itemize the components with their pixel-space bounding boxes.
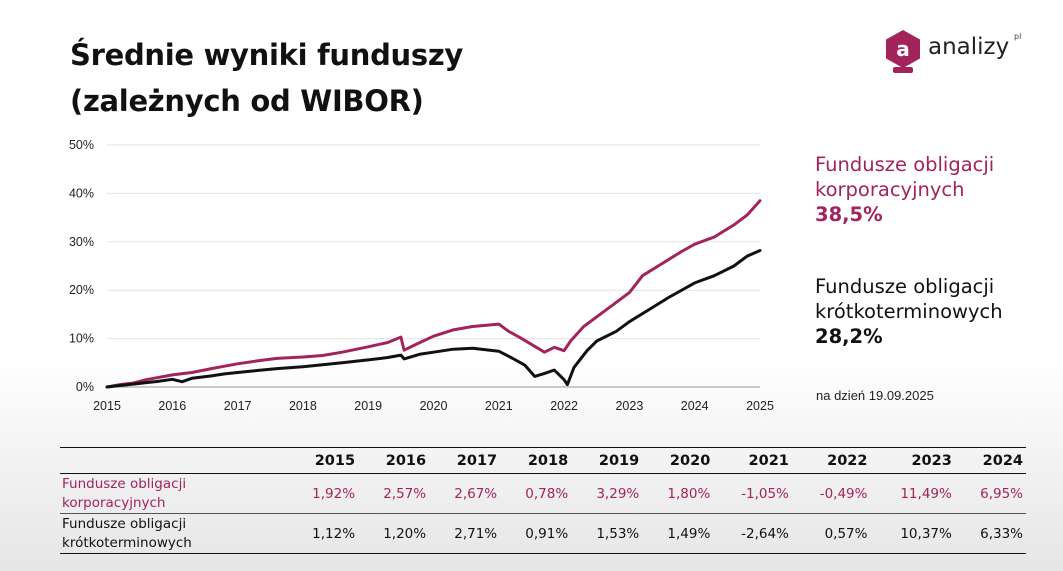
y-tick-label: 0% xyxy=(76,380,94,394)
legend-corporate-name-1: Fundusze obligacji xyxy=(815,153,995,176)
x-tick-label: 2018 xyxy=(289,399,317,413)
table-cell: 1,12% xyxy=(287,513,359,554)
y-tick-label: 40% xyxy=(69,186,94,200)
y-tick-label: 50% xyxy=(69,138,94,152)
table-cell: 6,33% xyxy=(954,513,1026,554)
x-tick-label: 2025 xyxy=(746,399,774,413)
legend-short-term-value: 28,2% xyxy=(815,325,883,348)
row-label-line: krótkoterminowych xyxy=(62,534,192,551)
table-row: Fundusze obligacji korporacyjnych 1,92% … xyxy=(60,473,1026,514)
logo-superscript: pl xyxy=(1014,32,1022,41)
legend-short-term-name-1: Fundusze obligacji xyxy=(815,275,995,298)
y-tick-label: 30% xyxy=(69,235,94,249)
table-header-cell: 2022 xyxy=(791,447,871,474)
row-label-line: Fundusze obligacji xyxy=(62,515,187,532)
x-tick-label: 2019 xyxy=(354,399,382,413)
logo-text: analizy xyxy=(928,34,1010,60)
table-cell: -1,05% xyxy=(713,473,792,514)
table-cell: 1,49% xyxy=(642,513,714,554)
table-cell: 0,78% xyxy=(500,473,572,514)
table-cell: 2,67% xyxy=(429,473,501,514)
legend-corporate-name-2: korporacyjnych xyxy=(815,178,965,201)
table-header-cell: 2015 xyxy=(287,447,359,474)
table-row: Fundusze obligacji krótkoterminowych 1,1… xyxy=(60,513,1026,554)
table-cell: 1,20% xyxy=(358,513,430,554)
table-cell: 11,49% xyxy=(870,473,955,514)
table-header-cell: 2020 xyxy=(642,447,714,474)
table-cell: 3,29% xyxy=(571,473,643,514)
table-header-cell: 2017 xyxy=(429,447,501,474)
table-cell: -0,49% xyxy=(791,473,871,514)
table-header-row: 2015 2016 2017 2018 2019 2020 2021 2022 … xyxy=(60,447,1026,474)
title-line-2: (zależnych od WIBOR) xyxy=(70,84,424,118)
table-cell: -2,64% xyxy=(713,513,792,554)
analizy-logo-icon: a xyxy=(886,30,920,73)
title-line-1: Średnie wyniki funduszy xyxy=(70,38,464,72)
row-label: Fundusze obligacji korporacyjnych xyxy=(60,473,287,514)
table-cell: 0,91% xyxy=(500,513,572,554)
row-label-line: Fundusze obligacji xyxy=(62,475,187,492)
x-tick-label: 2023 xyxy=(615,399,643,413)
table-cell: 6,95% xyxy=(954,473,1026,514)
table-cell: 1,80% xyxy=(642,473,714,514)
table-cell: 2,71% xyxy=(429,513,501,554)
table-header-cell: 2024 xyxy=(954,447,1026,474)
legend-short-term-name-2: krótkoterminowych xyxy=(815,300,1003,323)
table-header-cell: 2021 xyxy=(713,447,792,474)
x-tick-label: 2024 xyxy=(681,399,709,413)
table-cell: 1,53% xyxy=(571,513,643,554)
table-header-cell xyxy=(60,447,287,474)
svg-text:a: a xyxy=(896,37,910,61)
table-cell: 2,57% xyxy=(358,473,430,514)
x-tick-label: 2015 xyxy=(93,399,121,413)
y-tick-label: 10% xyxy=(69,332,94,346)
x-tick-label: 2016 xyxy=(158,399,186,413)
x-tick-label: 2021 xyxy=(485,399,513,413)
legend-corporate: Fundusze obligacji korporacyjnych 38,5% xyxy=(815,152,994,227)
annual-returns-table: 2015 2016 2017 2018 2019 2020 2021 2022 … xyxy=(60,447,1026,554)
x-tick-label: 2022 xyxy=(550,399,578,413)
x-tick-label: 2017 xyxy=(224,399,252,413)
page-title: Średnie wyniki funduszy (zależnych od WI… xyxy=(70,32,463,124)
legend-short-term: Fundusze obligacji krótkoterminowych 28,… xyxy=(815,274,1003,349)
series-line-short-term xyxy=(105,249,762,389)
table-header-cell: 2023 xyxy=(870,447,955,474)
y-tick-label: 20% xyxy=(69,283,94,297)
table-cell: 10,37% xyxy=(870,513,955,554)
legend-corporate-value: 38,5% xyxy=(815,203,883,226)
x-tick-label: 2020 xyxy=(420,399,448,413)
table-cell: 0,57% xyxy=(791,513,871,554)
table-cell: 1,92% xyxy=(287,473,359,514)
line-chart: 0% 10% 20% 30% 40% 50% 2015 2016 2017 2018 2019 202… xyxy=(69,138,774,413)
series-line-corporate xyxy=(105,199,762,389)
table-header-cell: 2019 xyxy=(571,447,643,474)
table-header-cell: 2016 xyxy=(358,447,430,474)
row-label-line: korporacyjnych xyxy=(62,494,166,511)
row-label: Fundusze obligacji krótkoterminowych xyxy=(60,513,287,554)
table-header-cell: 2018 xyxy=(500,447,572,474)
as-of-date: na dzień 19.09.2025 xyxy=(816,388,934,403)
